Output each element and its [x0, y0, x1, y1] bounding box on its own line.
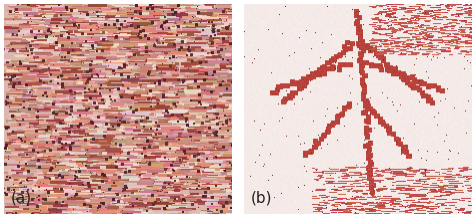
Text: (a): (a): [11, 191, 32, 206]
Text: (b): (b): [251, 191, 273, 206]
